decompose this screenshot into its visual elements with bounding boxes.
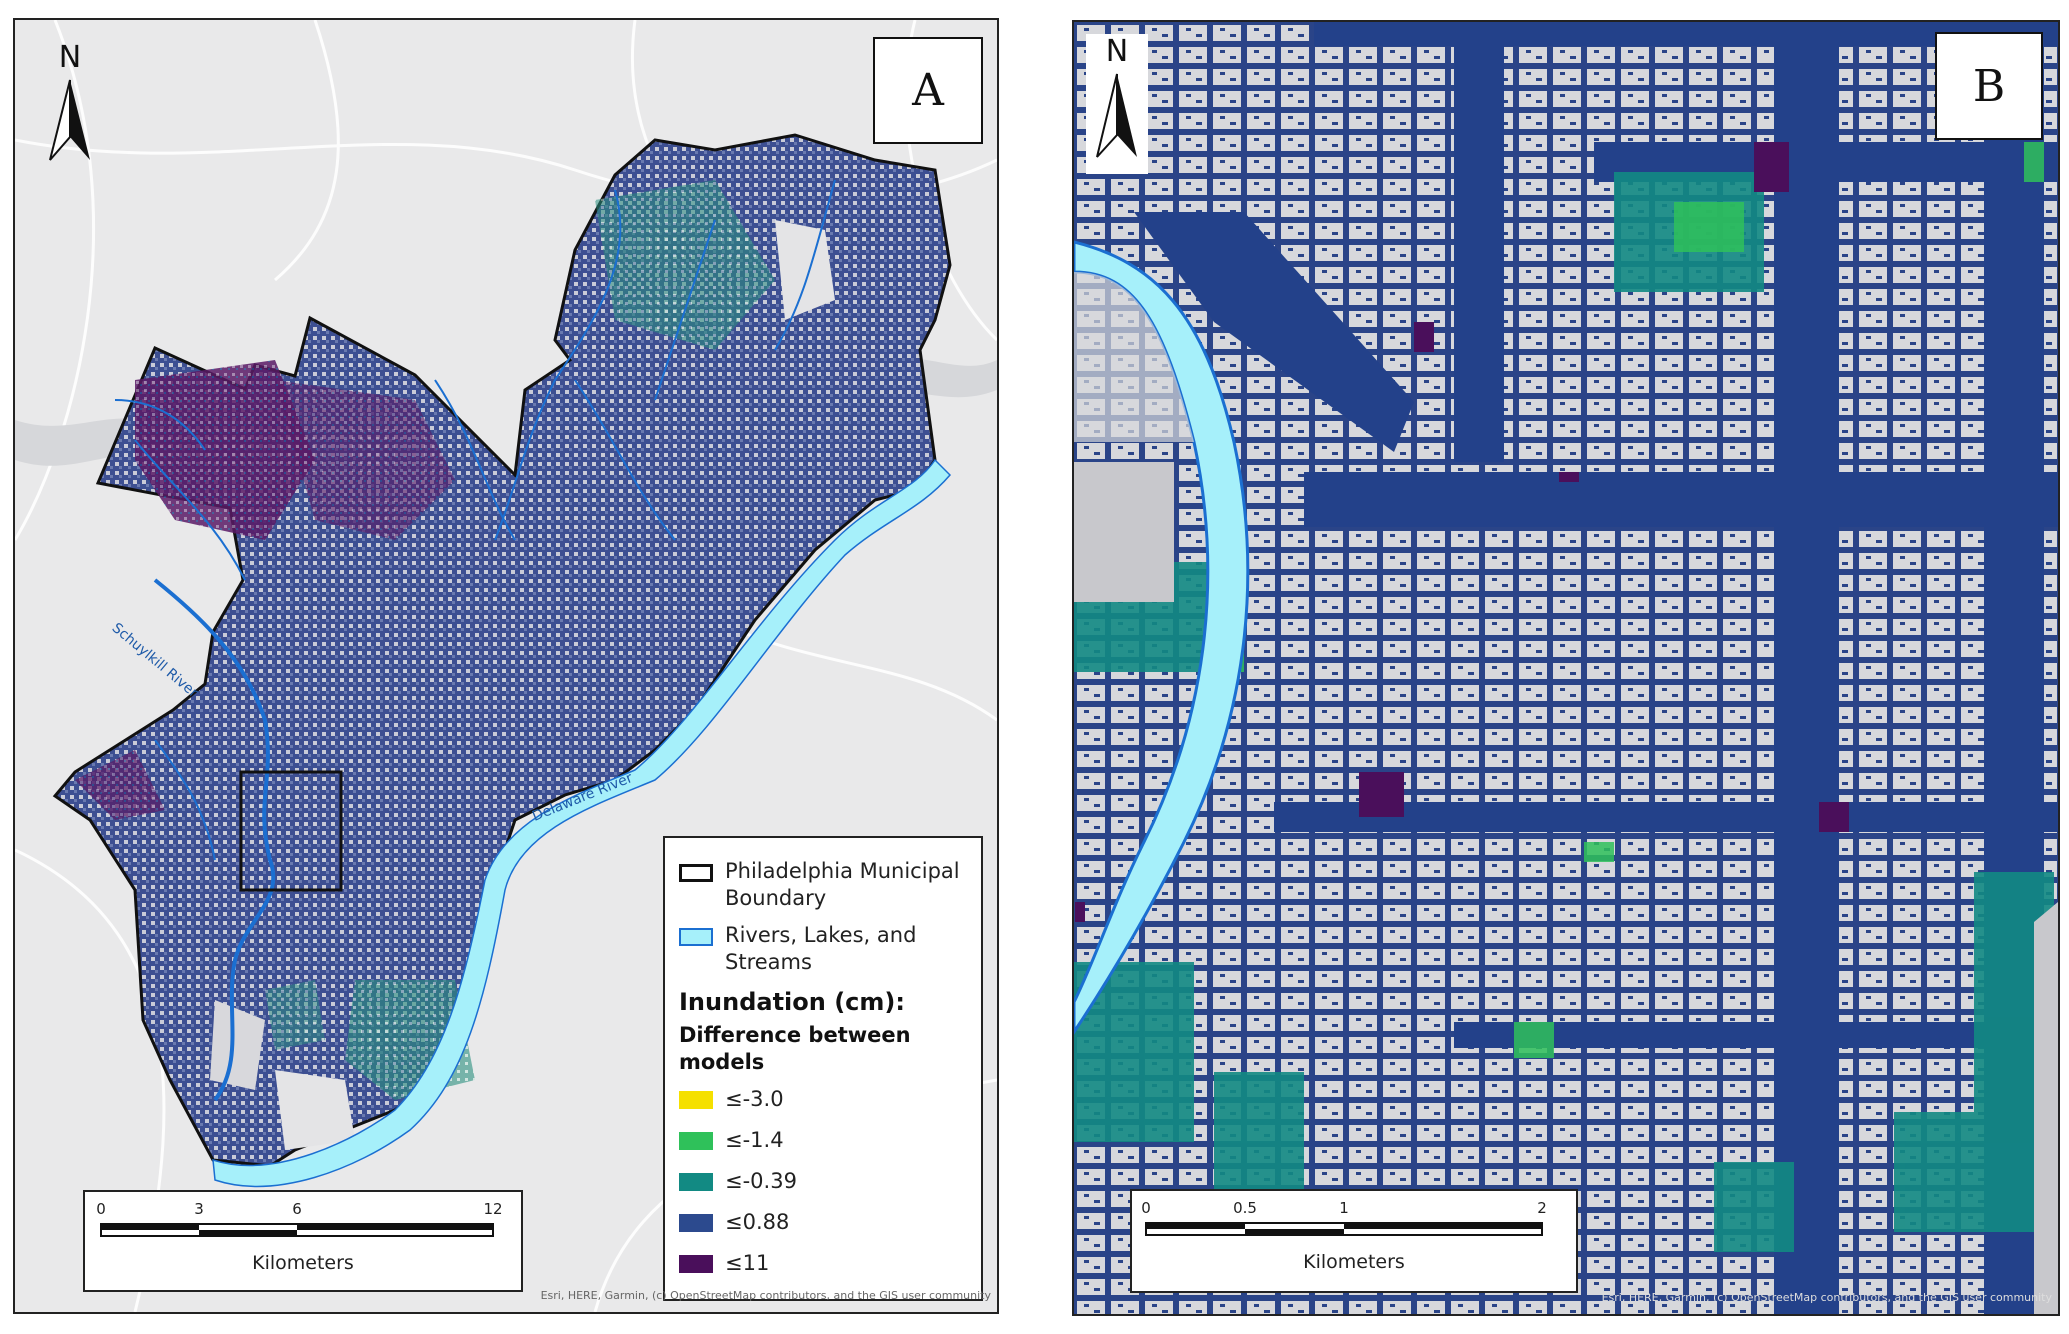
streams: [114, 179, 836, 861]
legend-class-label: ≤11: [725, 1251, 770, 1275]
delaware-river: [212, 458, 952, 1188]
north-arrow-a: N: [45, 40, 95, 169]
boundary-label: Philadelphia Municipal Boundary: [725, 859, 960, 910]
scale-a-tick-2: 6: [292, 1200, 302, 1218]
map-a-canvas: [15, 20, 997, 1312]
legend-subtitle: Difference between models: [679, 1023, 911, 1074]
map-panel-b: N B 0 0.5 1 2 Kilometers Esri, HERE, Gar…: [1072, 20, 2060, 1316]
scale-b-unit: Kilometers: [1303, 1251, 1405, 1273]
legend-class-row: ≤11: [679, 1250, 967, 1277]
scale-b-tick-3: 2: [1537, 1199, 1547, 1217]
legend-class-row: ≤-1.4: [679, 1127, 967, 1154]
legend-boundary-row: Philadelphia Municipal Boundary: [679, 858, 967, 912]
legend-class-row: ≤-3.0: [679, 1086, 967, 1113]
inset-extent-box: [239, 770, 343, 892]
map-b-canvas: [1074, 22, 2058, 1314]
north-arrow-letter: N: [58, 40, 82, 75]
boundary-swatch: [679, 864, 713, 882]
legend-class-label: ≤-3.0: [725, 1087, 784, 1111]
map-legend: Philadelphia Municipal Boundary Rivers, …: [663, 836, 983, 1301]
scale-a-tick-3: 12: [483, 1200, 503, 1218]
scale-b-tick-2: 1: [1339, 1199, 1349, 1217]
legend-class-label: ≤0.88: [725, 1210, 790, 1234]
legend-class-label: ≤-1.4: [725, 1128, 784, 1152]
water-swatch: [679, 928, 713, 946]
flood-corridors: [1134, 22, 2058, 1314]
attribution-a: Esri, HERE, Garmin, (c) OpenStreetMap co…: [540, 1289, 991, 1302]
scale-bar-b-graphic: [1145, 1222, 1543, 1236]
legend-class-swatch: [679, 1172, 713, 1191]
attribution-b: Esri, HERE, Garmin, (c) OpenStreetMap co…: [1601, 1291, 2052, 1304]
purple-patches: [1075, 142, 1849, 922]
legend-class-swatch: [679, 1213, 713, 1232]
scale-bar-a-graphic: [100, 1223, 494, 1237]
schuylkill-river: [153, 578, 276, 1102]
north-arrow-letter-b: N: [1105, 34, 1129, 69]
map-panel-a: Schuylkill River Delaware River N A Phil…: [13, 18, 999, 1314]
scale-bar-b: 0 0.5 1 2 Kilometers: [1130, 1189, 1578, 1293]
legend-class-row: ≤-0.39: [679, 1168, 967, 1195]
legend-class-swatch: [679, 1254, 713, 1273]
water-label: Rivers, Lakes, and Streams: [725, 923, 917, 974]
legend-title: Inundation (cm):: [679, 988, 905, 1016]
panel-label-a: A: [873, 37, 983, 144]
north-arrow-b: N: [1086, 34, 1148, 174]
scale-a-tick-0: 0: [96, 1200, 106, 1218]
legend-class-swatch: [679, 1090, 713, 1109]
green-patches: [1204, 142, 2044, 1058]
scale-bar-a: 0 3 6 12 Kilometers: [83, 1190, 523, 1292]
rail-yard: [1074, 462, 1174, 602]
scale-a-tick-1: 3: [194, 1200, 204, 1218]
scale-a-unit: Kilometers: [252, 1252, 354, 1274]
legend-classes: ≤-3.0 ≤-1.4 ≤-0.39 ≤0.88 ≤11: [679, 1086, 967, 1277]
legend-class-label: ≤-0.39: [725, 1169, 797, 1193]
legend-water-row: Rivers, Lakes, and Streams: [679, 922, 967, 976]
legend-class-row: ≤0.88: [679, 1209, 967, 1236]
scale-b-tick-1: 0.5: [1233, 1199, 1257, 1217]
legend-class-swatch: [679, 1131, 713, 1150]
north-arrow-icon: [49, 79, 90, 161]
scale-b-tick-0: 0: [1141, 1199, 1151, 1217]
schuylkill-river-inset: [1074, 240, 1250, 1035]
panel-label-b: B: [1935, 32, 2043, 140]
north-arrow-icon-b: [1096, 73, 1137, 158]
